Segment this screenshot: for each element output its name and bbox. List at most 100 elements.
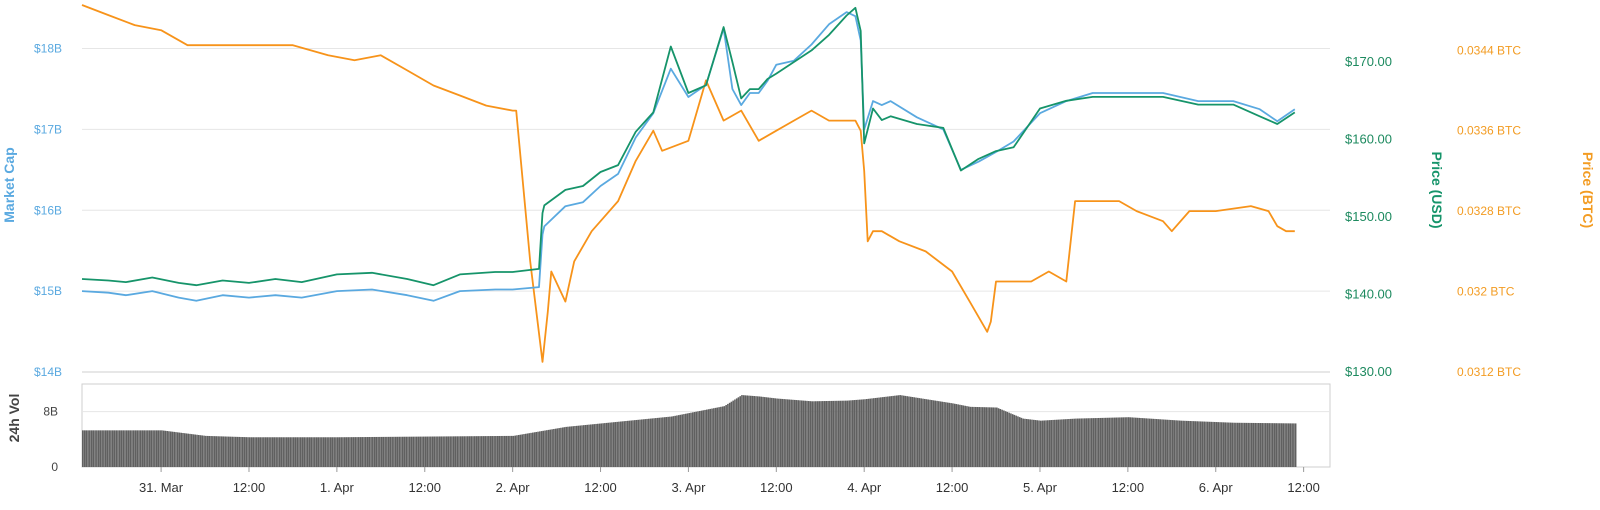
volume-bar bbox=[895, 395, 898, 467]
volume-bar bbox=[1047, 420, 1049, 467]
volume-bar bbox=[647, 418, 650, 467]
volume-bar bbox=[452, 436, 455, 467]
volume-bar bbox=[876, 397, 879, 467]
x-tick-label: 12:00 bbox=[584, 480, 617, 495]
volume-bar bbox=[257, 437, 260, 467]
volume-bar bbox=[992, 407, 995, 467]
volume-bar bbox=[783, 399, 785, 467]
volume-bar bbox=[322, 437, 325, 467]
volume-bar bbox=[906, 396, 908, 467]
volume-bar bbox=[764, 397, 766, 467]
volume-bar bbox=[790, 399, 792, 467]
market-cap-tick-label: $17B bbox=[34, 122, 62, 136]
volume-bar bbox=[423, 436, 425, 467]
volume-bar bbox=[1213, 421, 1216, 467]
volume-bar bbox=[291, 437, 293, 467]
volume-bar bbox=[405, 436, 408, 467]
volume-bar bbox=[618, 421, 620, 467]
volume-bar bbox=[271, 437, 274, 467]
volume-bar bbox=[1175, 420, 1177, 467]
volume-bar bbox=[347, 437, 350, 467]
volume-bar bbox=[1184, 420, 1186, 467]
volume-bar bbox=[89, 430, 91, 467]
volume-bar bbox=[99, 430, 102, 467]
volume-bar bbox=[324, 437, 327, 467]
volume-bar bbox=[419, 436, 422, 467]
volume-bar bbox=[939, 401, 942, 467]
volume-bar bbox=[140, 430, 142, 467]
volume-bar bbox=[614, 422, 617, 467]
volume-bar bbox=[1228, 422, 1230, 467]
volume-bar bbox=[1138, 417, 1141, 467]
volume-bar bbox=[651, 418, 654, 467]
volume-bar bbox=[1170, 419, 1172, 467]
volume-bar bbox=[813, 401, 815, 467]
volume-bar bbox=[301, 437, 304, 467]
volume-bar bbox=[510, 435, 513, 467]
volume-bar bbox=[247, 437, 249, 467]
price-usd-tick-labels: $130.00 $140.00 $150.00 $160.00 $170.00 bbox=[1345, 54, 1392, 379]
volume-bar bbox=[1270, 423, 1272, 467]
volume-bar bbox=[941, 401, 944, 467]
volume-bar bbox=[1252, 422, 1255, 467]
volume-bar bbox=[1150, 418, 1153, 467]
volume-bar bbox=[488, 436, 490, 467]
volume-bar bbox=[774, 398, 777, 467]
volume-bar bbox=[948, 402, 951, 467]
volume-bar bbox=[946, 402, 949, 467]
volume-bar bbox=[540, 431, 543, 467]
volume-bar bbox=[1238, 422, 1241, 467]
volume-bar bbox=[305, 437, 307, 467]
volume-bar bbox=[1094, 418, 1097, 467]
volume-bar bbox=[980, 407, 982, 467]
volume-bar bbox=[403, 436, 406, 467]
volume-bar bbox=[1212, 421, 1214, 467]
volume-bar bbox=[361, 437, 364, 467]
volume-bar bbox=[182, 432, 184, 467]
volume-bar bbox=[333, 437, 335, 467]
volume-bar bbox=[466, 436, 469, 467]
volume-bar bbox=[171, 431, 174, 467]
volume-bar bbox=[1203, 421, 1206, 467]
volume-bar bbox=[554, 428, 557, 467]
volume-bar bbox=[256, 437, 258, 467]
volume-bar bbox=[1286, 423, 1288, 467]
volume-bar bbox=[372, 436, 374, 467]
volume-bar bbox=[565, 426, 567, 467]
volume-bar bbox=[1199, 421, 1202, 467]
volume-bar bbox=[1268, 423, 1271, 467]
volume-bar bbox=[285, 437, 288, 467]
volume-bar bbox=[1004, 411, 1007, 467]
volume-bar bbox=[329, 437, 332, 467]
volume-bar bbox=[887, 396, 889, 467]
volume-bar bbox=[1069, 418, 1072, 467]
volume-bar bbox=[1257, 423, 1260, 467]
volume-bar bbox=[720, 406, 722, 467]
volume-bar bbox=[430, 436, 432, 467]
volume-bar bbox=[920, 398, 923, 467]
volume-bar bbox=[118, 430, 121, 467]
volume-bar bbox=[1083, 418, 1086, 467]
volume-bar bbox=[539, 431, 541, 467]
volume-bar bbox=[727, 403, 729, 467]
volume-bar bbox=[437, 436, 439, 467]
volume-bar bbox=[1215, 422, 1218, 467]
volume-bar bbox=[516, 435, 518, 467]
price-btc-line bbox=[81, 4, 1295, 363]
volume-bar bbox=[718, 407, 720, 467]
volume-bar bbox=[1205, 421, 1207, 467]
volume-bar bbox=[486, 436, 488, 467]
volume-bar bbox=[966, 406, 968, 467]
volume-bar bbox=[386, 436, 388, 467]
volume-bar bbox=[1226, 422, 1228, 467]
volume-bar bbox=[145, 430, 147, 467]
volume-bar bbox=[605, 422, 608, 467]
volume-bar bbox=[268, 437, 270, 467]
volume-bar bbox=[150, 430, 153, 467]
volume-bar bbox=[1096, 418, 1098, 467]
volume-bar bbox=[1045, 420, 1047, 467]
volume-bar bbox=[124, 430, 126, 467]
volume-bar bbox=[1294, 423, 1297, 467]
volume-bar bbox=[282, 437, 284, 467]
volume-bar bbox=[169, 431, 172, 467]
